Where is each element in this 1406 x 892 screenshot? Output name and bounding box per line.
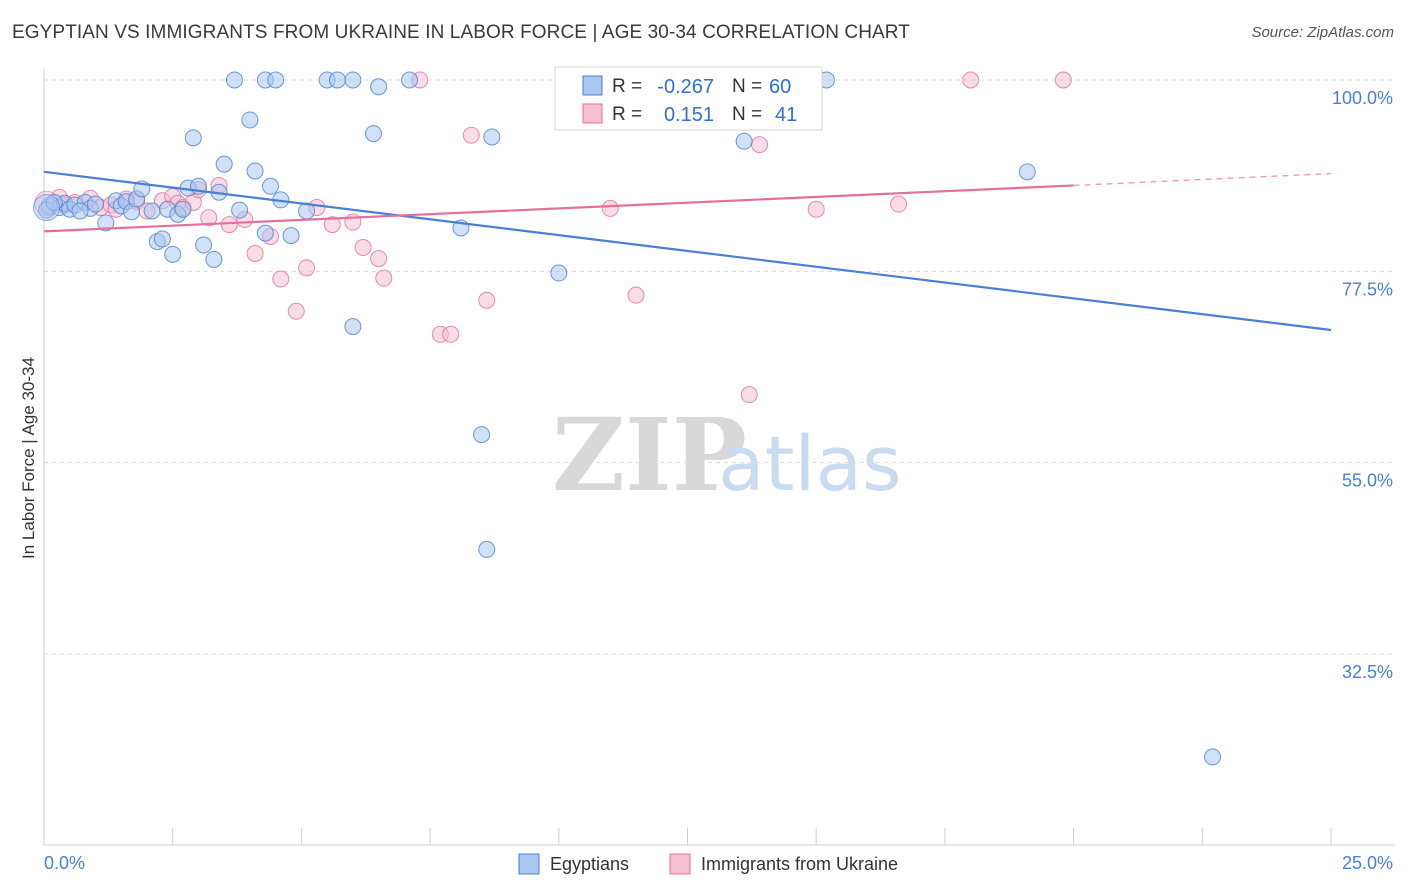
egyptians-point [225,71,243,89]
ukraine-point [200,209,218,227]
legend-r-label-egyptians: R = [612,76,642,97]
ukraine-point [272,270,290,288]
legend-n-label-egyptians: N = [732,76,762,97]
egyptians-point [483,128,501,146]
ukraine-point [442,325,460,343]
egyptians-trend-line [43,170,1332,332]
ukraine-trend-line [43,184,1074,233]
y-tick-label: 55.0% [1342,471,1393,491]
legend-swatch-ukraine [582,103,603,124]
egyptians-point [401,71,419,89]
legend-n-value-egyptians: 60 [769,76,791,98]
legend-n-value-ukraine: 41 [775,104,797,126]
y-axis-title: In Labor Force | Age 30-34 [19,357,38,559]
ukraine-point [601,199,619,217]
trend-lines [43,170,1332,332]
egyptians-point [246,162,264,180]
egyptians-point [262,177,280,195]
legend-r-value-egyptians: -0.267 [657,76,714,98]
chart-title: EGYPTIAN VS IMMIGRANTS FROM UKRAINE IN L… [12,22,910,43]
ukraine-point [627,286,645,304]
egyptians-point [205,250,223,268]
ukraine-point [478,291,496,309]
watermark-atlas: atlas [718,419,902,508]
x-tick-label-max: 25.0% [1342,853,1393,873]
egyptians-point [364,125,382,143]
egyptians-point [143,202,161,220]
egyptians-point [86,195,104,213]
egyptians-point [344,318,362,336]
bottom-legend-label-ukraine: Immigrants from Ukraine [701,854,898,874]
ukraine-point [890,195,908,213]
legend-r-label-ukraine: R = [612,104,642,125]
egyptians-point [1204,748,1222,766]
x-ticks [43,828,1332,845]
egyptians-point-cluster [33,194,61,222]
egyptians-point [478,540,496,558]
y-tick-label: 77.5% [1342,279,1393,299]
egyptians-point [71,202,89,220]
watermark: ZIP atlas [552,396,902,514]
y-tick-label: 32.5% [1342,662,1393,682]
bottom-legend-label-egyptians: Egyptians [550,854,629,874]
ukraine-point [287,302,305,320]
gridlines [44,79,1395,655]
ukraine-point [740,386,758,404]
source-label: Source: ZipAtlas.com [1251,24,1394,41]
egyptians-point [174,200,192,218]
ukraine-point [375,269,393,287]
egyptians-point [328,71,346,89]
egyptians-point [184,129,202,147]
egyptians-point [215,155,233,173]
ukraine-point [323,216,341,234]
series-ukraine-points [34,71,1072,404]
bottom-legend: Egyptians Immigrants from Ukraine [518,853,898,875]
bottom-legend-swatch-ukraine [669,853,691,875]
ukraine-point [751,136,769,154]
legend-n-label-ukraine: N = [732,104,762,125]
egyptians-point [1018,163,1036,181]
ukraine-point [246,244,264,262]
watermark-zip: ZIP [552,396,747,514]
y-tick-labels: 32.5% 55.0% 77.5% 100.0% [1332,88,1393,682]
egyptians-point [473,426,491,444]
ukraine-point [962,71,980,89]
egyptians-point [344,71,362,89]
bottom-legend-swatch-egyptians [518,853,540,875]
egyptians-point [241,111,259,129]
ukraine-point [370,250,388,268]
legend-swatch-egyptians [582,75,603,96]
egyptians-point [97,214,115,232]
ukraine-point [354,239,372,257]
egyptians-point [153,230,171,248]
ukraine-point [298,259,316,277]
ukraine-trend-extension [1073,172,1332,187]
ukraine-point [807,200,825,218]
ukraine-point [220,216,238,234]
x-tick-label-min: 0.0% [44,853,85,873]
egyptians-point [267,71,285,89]
egyptians-point [550,264,568,282]
y-tick-label: 100.0% [1332,88,1393,108]
legend-box: R = -0.267 N = 60 R = 0.151 N = 41 [554,66,823,131]
series-egyptians-points [33,71,1222,766]
egyptians-point [735,132,753,150]
egyptians-point [231,201,249,219]
egyptians-point [164,245,182,263]
ukraine-point [462,126,480,144]
ukraine-point [1054,71,1072,89]
egyptians-point [256,224,274,242]
egyptians-point [282,227,300,245]
legend-r-value-ukraine: 0.151 [664,104,714,126]
egyptians-point [370,78,388,96]
egyptians-point [195,236,213,254]
